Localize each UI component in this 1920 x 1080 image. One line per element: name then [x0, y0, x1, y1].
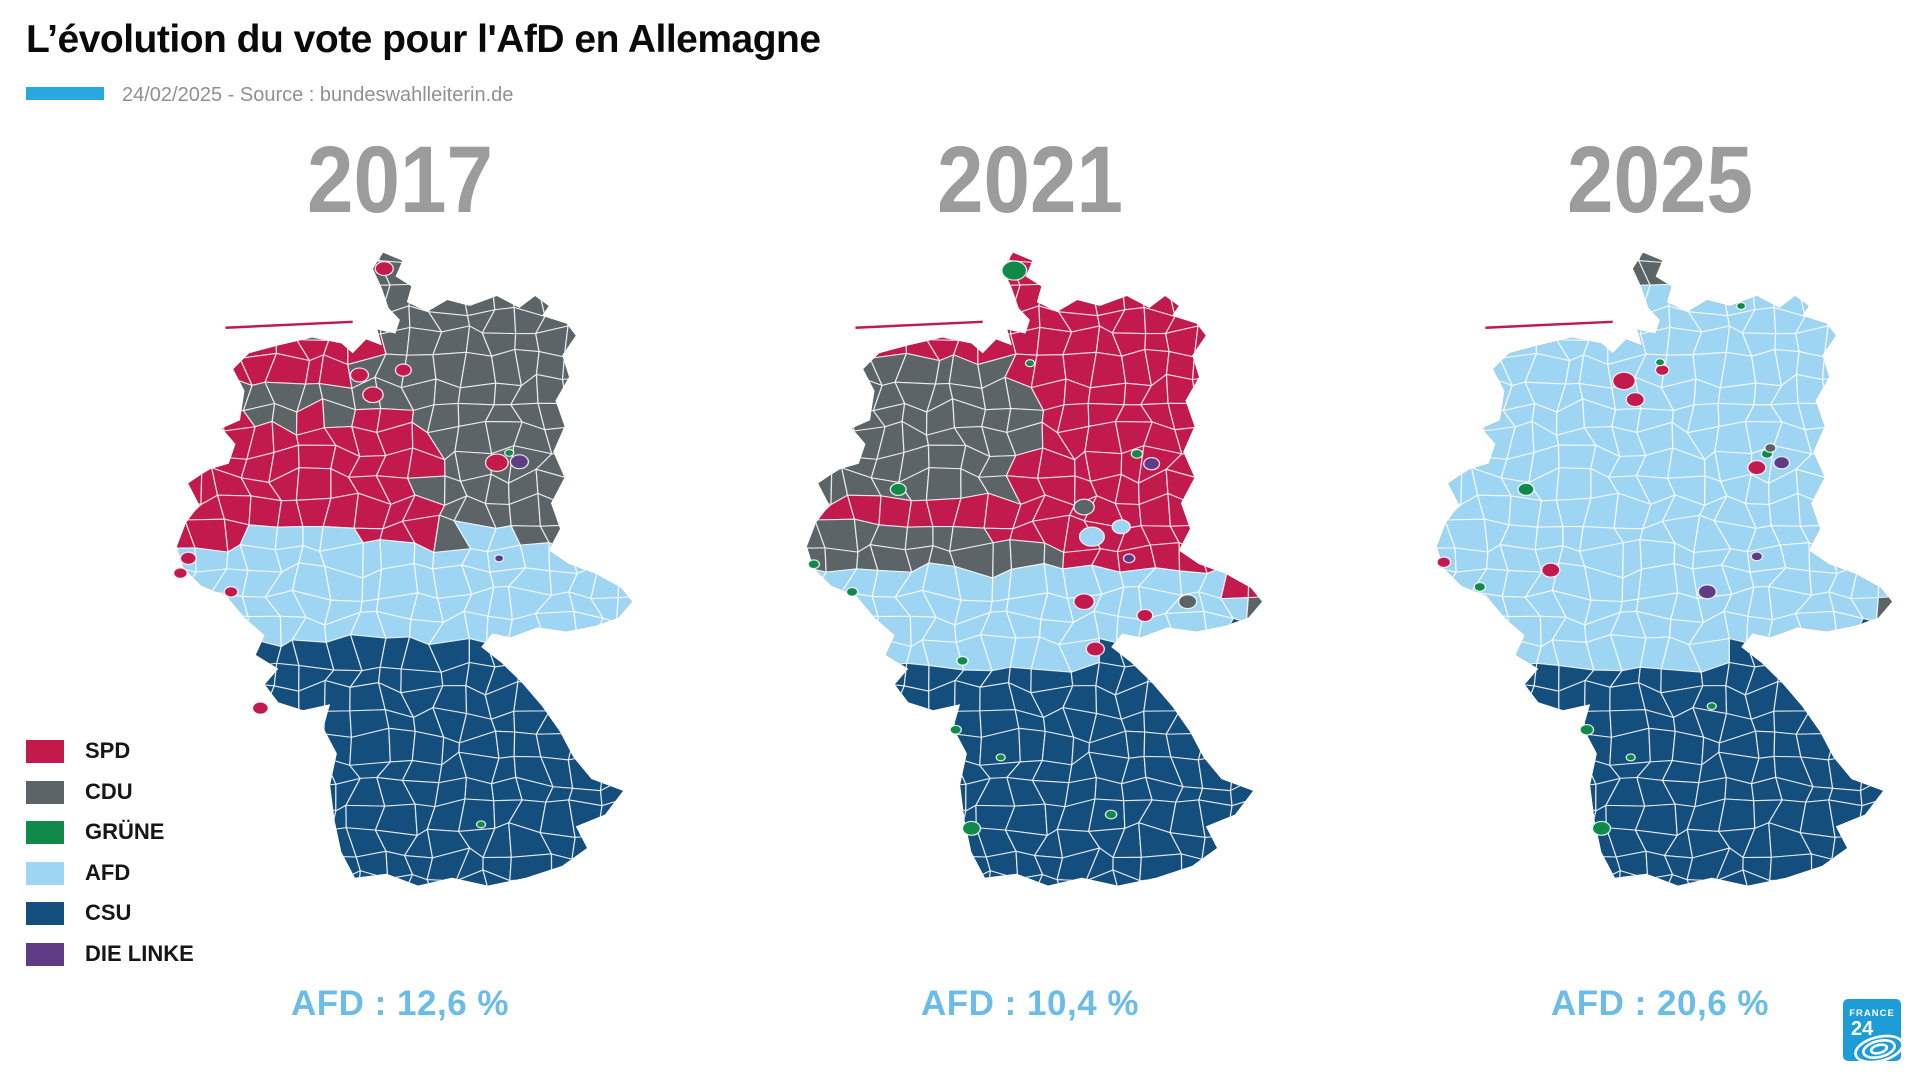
- afd-result-2021: AFD : 10,4 %: [921, 984, 1139, 1023]
- map-column-2017: 2017 AFD : 12,6 %: [85, 128, 715, 1024]
- france24-logo: FRANCE 24: [1843, 999, 1901, 1061]
- year-heading-2025: 2025: [1567, 127, 1753, 233]
- legend-label: CDU: [85, 778, 133, 804]
- page-title: L’évolution du vote pour l'AfD en Allema…: [26, 18, 821, 61]
- france24-swirl-icon: [1854, 1034, 1901, 1061]
- afd-color-swatch: [26, 861, 64, 885]
- legend-label: SPD: [85, 738, 131, 763]
- cdu-color-swatch: [26, 780, 64, 804]
- year-heading-2017: 2017: [307, 127, 493, 233]
- afd-result-2025: AFD : 20,6 %: [1551, 984, 1769, 1023]
- logo-text-france: FRANCE: [1849, 1008, 1895, 1019]
- legend-label: CSU: [85, 900, 132, 925]
- gruene-color-swatch: [26, 821, 64, 844]
- map-column-2025: 2025 AFD : 20,6 %: [1345, 128, 1920, 1024]
- map-column-2021: 2021 AFD : 10,4 %: [715, 128, 1345, 1024]
- legend-label: GRÜNE: [85, 819, 165, 844]
- csu-color-swatch: [26, 902, 64, 925]
- year-heading-2021: 2021: [937, 127, 1123, 233]
- legend-label: DIE LINKE: [85, 940, 194, 966]
- logo-text-24: 24: [1851, 1018, 1874, 1040]
- legend-label: AFD: [85, 859, 131, 885]
- accent-bar: [26, 87, 104, 100]
- die-linke-color-swatch: [26, 942, 64, 966]
- germany-map-2021: [715, 240, 1345, 920]
- spd-color-swatch: [26, 740, 64, 763]
- germany-map-2017: [85, 240, 715, 920]
- afd-result-2017: AFD : 12,6 %: [291, 984, 509, 1023]
- date-source-text: 24/02/2025 - Source : bundeswahlleiterin…: [122, 84, 514, 106]
- germany-map-2025: [1345, 240, 1920, 920]
